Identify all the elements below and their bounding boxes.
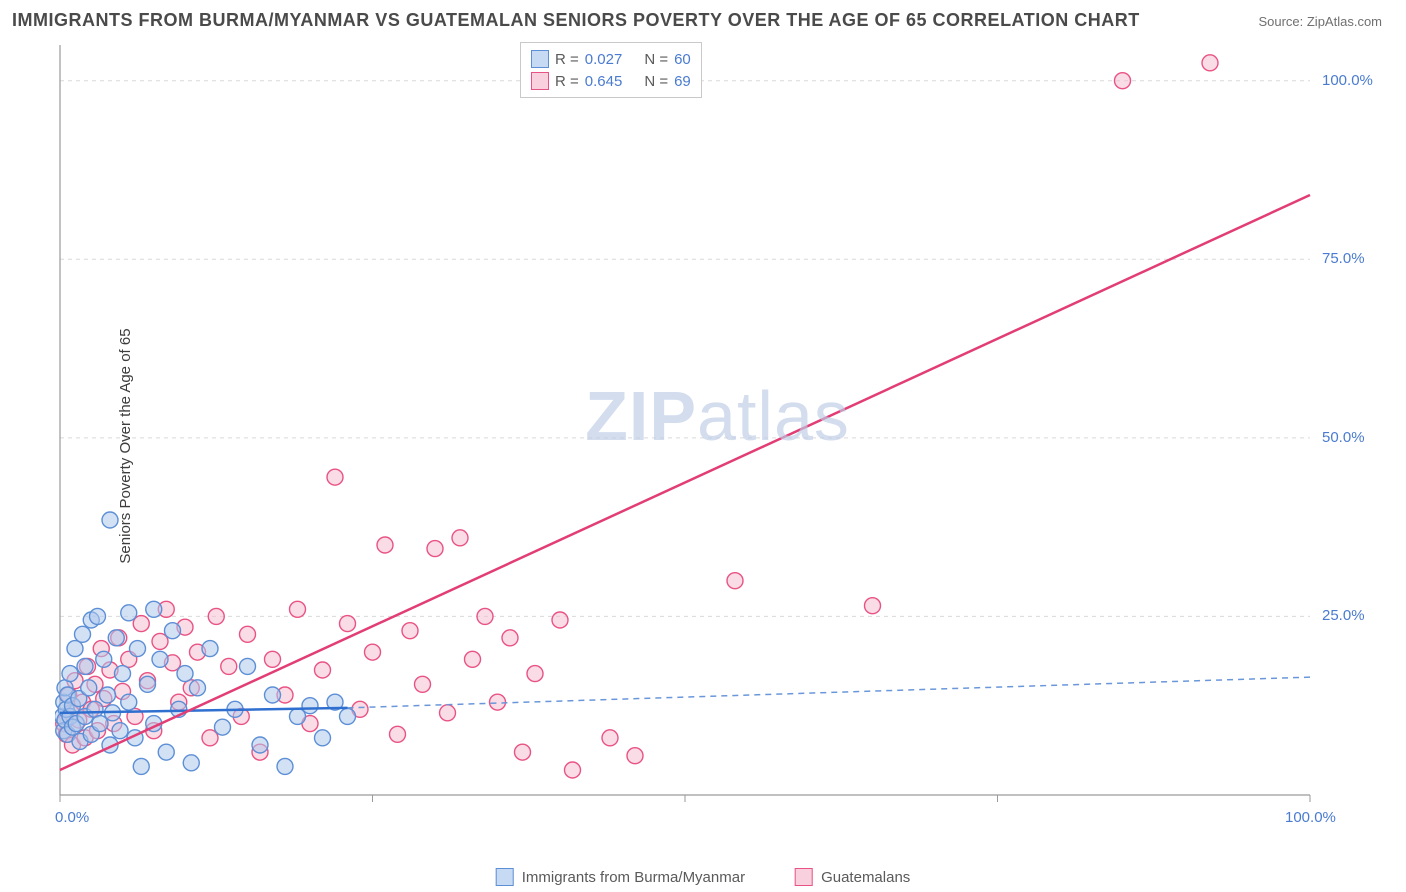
chart-title: IMMIGRANTS FROM BURMA/MYANMAR VS GUATEMA… [12, 10, 1140, 31]
r-value: 0.027 [585, 51, 623, 68]
legend-label: Immigrants from Burma/Myanmar [522, 869, 745, 886]
stats-legend: R = 0.027 N = 60 R = 0.645 N = 69 [520, 42, 702, 98]
y-tick-label: 25.0% [1322, 607, 1365, 624]
y-tick-label: 100.0% [1322, 72, 1373, 89]
legend-item: Guatemalans [795, 868, 910, 886]
legend-swatch [795, 868, 813, 886]
y-tick-label: 50.0% [1322, 429, 1365, 446]
legend-label: Guatemalans [821, 869, 910, 886]
chart-area: ZIPatlas [55, 40, 1380, 840]
source-attribution: Source: ZipAtlas.com [1258, 14, 1382, 29]
y-tick-label: 75.0% [1322, 250, 1365, 267]
n-label: N = [644, 73, 668, 90]
stats-legend-row: R = 0.027 N = 60 [531, 48, 691, 70]
n-label: N = [644, 51, 668, 68]
scatter-plot [55, 40, 1380, 840]
stats-legend-row: R = 0.645 N = 69 [531, 70, 691, 92]
series-legend: Immigrants from Burma/Myanmar Guatemalans [496, 868, 911, 886]
n-value: 60 [674, 51, 691, 68]
legend-swatch [496, 868, 514, 886]
r-label: R = [555, 51, 579, 68]
legend-swatch [531, 50, 549, 68]
legend-item: Immigrants from Burma/Myanmar [496, 868, 745, 886]
x-tick-label: 0.0% [55, 809, 89, 826]
legend-swatch [531, 72, 549, 90]
r-label: R = [555, 73, 579, 90]
x-tick-label: 100.0% [1285, 809, 1336, 826]
n-value: 69 [674, 73, 691, 90]
r-value: 0.645 [585, 73, 623, 90]
